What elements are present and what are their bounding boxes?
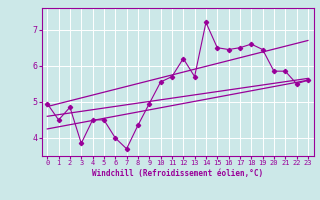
X-axis label: Windchill (Refroidissement éolien,°C): Windchill (Refroidissement éolien,°C): [92, 169, 263, 178]
